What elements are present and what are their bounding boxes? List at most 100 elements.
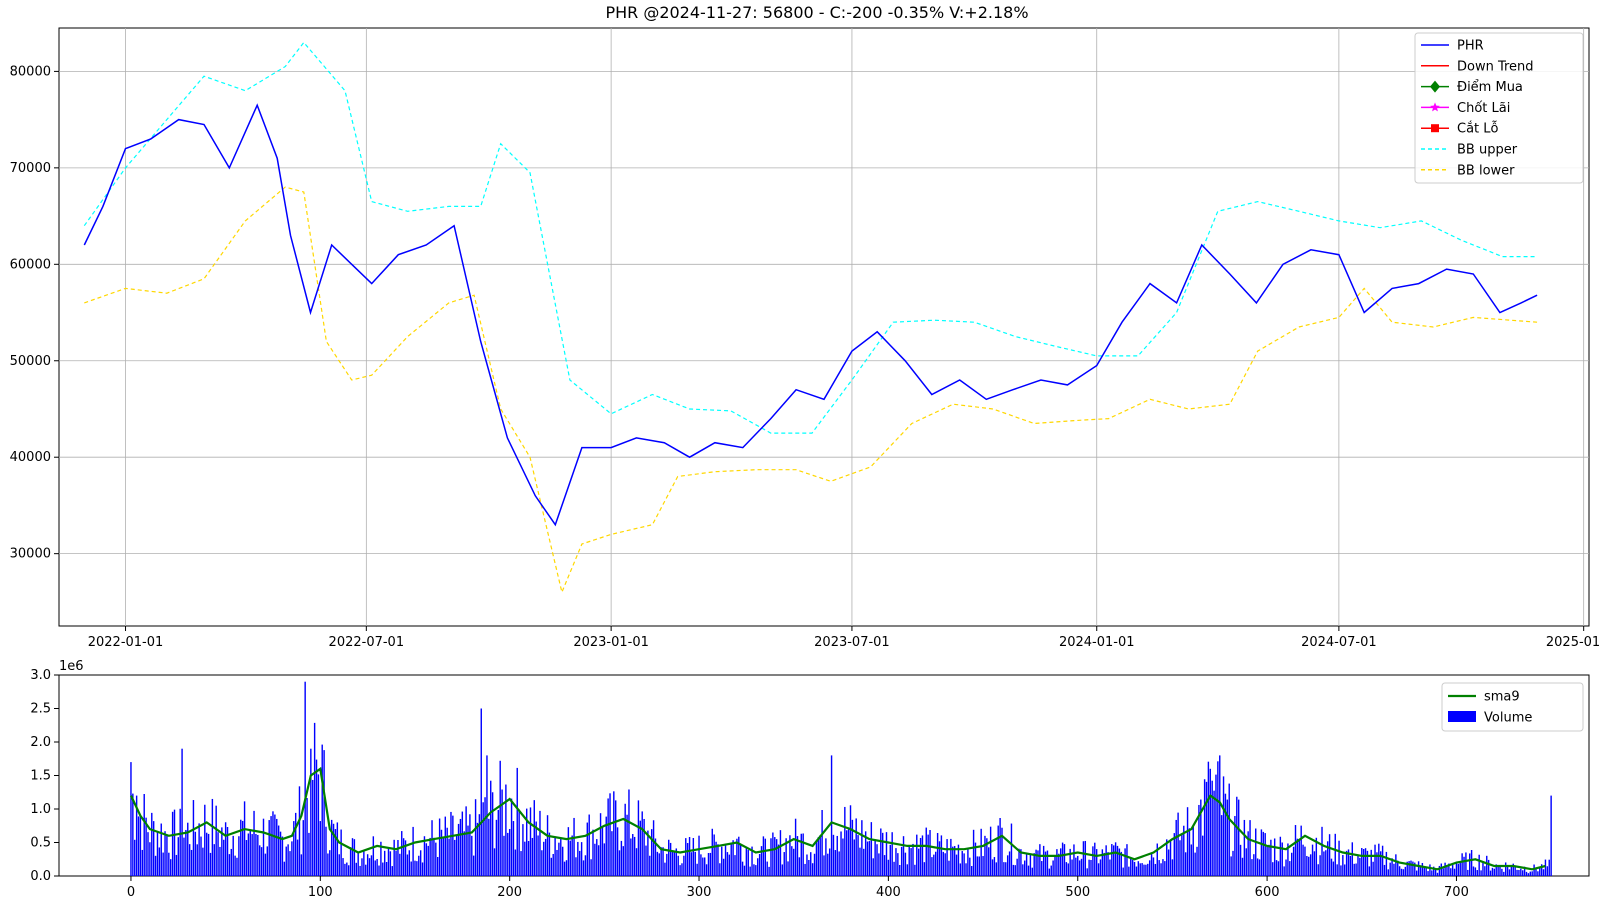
volume-bar [1436, 872, 1439, 876]
volume-bar [397, 840, 399, 876]
volume-bar [173, 809, 176, 876]
volume-bar [1296, 838, 1299, 876]
volume-bar [310, 748, 312, 876]
volume-bar [1092, 846, 1094, 876]
volume-bar [196, 844, 198, 876]
volume-bar [1380, 851, 1382, 876]
volume-bar [1362, 849, 1365, 876]
volume-bar [1103, 852, 1105, 876]
volume-bar [957, 844, 960, 876]
volume-bar [580, 842, 583, 876]
volume-bar [1255, 828, 1257, 876]
volume-bar [810, 852, 812, 876]
volume-bar [734, 855, 736, 876]
volume-bar [211, 798, 214, 876]
volume-bar [1020, 849, 1022, 876]
volume-bar [217, 832, 219, 876]
volume-bar [1247, 831, 1249, 876]
volume-bar [223, 839, 225, 876]
volume-bar [1395, 854, 1397, 876]
volume-bar [1423, 867, 1425, 876]
volume-bar [1501, 868, 1503, 876]
volume-bar [1535, 868, 1537, 876]
volume-bar [327, 853, 329, 876]
volume-bar [698, 835, 700, 876]
volume-bar [798, 857, 801, 876]
volume-bar [554, 837, 556, 876]
volume-bar [158, 847, 161, 876]
volume-bar [753, 864, 755, 876]
volume-bar [815, 841, 818, 876]
volume-bar [393, 839, 395, 876]
volume-bar [1245, 848, 1247, 876]
volume-bar [190, 849, 193, 876]
volume-bar [1340, 865, 1342, 876]
volume-bar [1249, 820, 1251, 876]
volume-bar [353, 839, 356, 876]
volume-bar [783, 852, 785, 876]
volume-bar [649, 855, 651, 876]
volume-bar [1542, 869, 1545, 876]
volume-bar [1188, 828, 1191, 876]
volume-bar [728, 854, 731, 876]
x-tick-label: 2022-01-01 [88, 635, 164, 650]
volume-bar [948, 860, 950, 876]
volume-bar [569, 840, 571, 876]
volume-bar [1190, 844, 1193, 876]
volume-bar [272, 811, 274, 876]
volume-bar [885, 832, 888, 876]
volume-bar [1067, 863, 1069, 876]
volume-bar [872, 858, 874, 876]
y-tick-label: 70000 [10, 161, 51, 176]
volume-bar [357, 852, 359, 876]
volume-bar [141, 849, 144, 876]
volume-bar [1114, 842, 1117, 876]
price-x-ticks: 2022-01-01 2022-07-01 2023-01-01 2023-07-01… [88, 626, 1600, 650]
volume-bar [1029, 854, 1032, 876]
volume-bar [624, 803, 626, 876]
volume-bar [205, 832, 208, 876]
volume-bar [561, 846, 564, 876]
volume-bar [1338, 840, 1340, 876]
volume-bar [558, 842, 560, 876]
volume-bar [1451, 864, 1454, 876]
volume-bar [1489, 870, 1492, 876]
volume-bar [878, 853, 880, 876]
volume-bar [1069, 848, 1071, 876]
volume-bar [522, 824, 524, 876]
volume-bar [847, 827, 850, 876]
volume-bar [900, 846, 903, 876]
volume-bar [1478, 854, 1480, 876]
volume-bar [868, 841, 871, 876]
volume-bar [1472, 866, 1475, 876]
volume-bar [368, 858, 371, 876]
volume-bar [156, 831, 159, 876]
volume-bar [738, 836, 740, 876]
volume-bar [1520, 868, 1522, 876]
legend-entry: BB lower [1421, 163, 1515, 178]
volume-bar [989, 826, 992, 876]
volume-bar [175, 854, 178, 876]
volume-bar [719, 863, 721, 876]
y-tick-label: 3.0 [30, 668, 51, 683]
volume-bar [1022, 864, 1024, 876]
volume-bar [518, 809, 520, 876]
x-tick-label: 2023-07-01 [814, 635, 890, 650]
volume-bar [448, 838, 450, 876]
volume-bar [963, 853, 965, 876]
volume-bar [639, 820, 642, 876]
volume-bar [469, 814, 471, 876]
volume-bar [440, 829, 443, 876]
volume-bar [891, 832, 893, 876]
volume-bar [1158, 860, 1160, 876]
volume-bar [348, 865, 350, 876]
volume-bar [1205, 781, 1208, 876]
volume-bar [533, 800, 535, 876]
volume-bar [202, 847, 204, 876]
volume-bar [1120, 851, 1122, 876]
volume-bar [592, 829, 594, 876]
volume-bar [685, 838, 687, 876]
volume-bar [705, 864, 708, 876]
volume-bar [274, 814, 276, 876]
volume-bar [296, 839, 299, 876]
